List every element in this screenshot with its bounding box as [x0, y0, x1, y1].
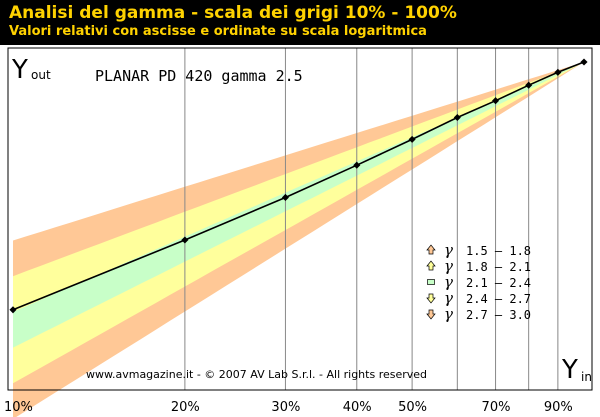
gamma-band-1 — [13, 62, 584, 384]
x-tick-labels: 10% 20% 30% 40% 50% 70% 90% — [4, 400, 573, 415]
data-point — [525, 81, 533, 89]
x-tick-label: 70% — [482, 400, 511, 415]
legend-item: γ 1.5 – 1.8 — [426, 241, 531, 259]
arrow-up-icon — [426, 244, 436, 255]
data-point — [281, 193, 289, 202]
x-axis-label-sub: in — [581, 370, 592, 384]
legend-item: γ 2.1 – 2.4 — [427, 273, 531, 291]
gamma-bands — [13, 62, 584, 417]
data-point — [492, 97, 500, 105]
legend-gamma-symbol: γ — [444, 241, 453, 259]
legend-gamma-symbol: γ — [444, 289, 453, 307]
legend-item: γ 1.8 – 2.1 — [426, 257, 531, 275]
data-point — [408, 135, 416, 143]
grid-lines — [184, 48, 559, 390]
header-bar: Analisi del gamma - scala dei grigi 10% … — [0, 0, 600, 45]
data-point — [353, 161, 361, 169]
x-tick-label: 10% — [4, 400, 33, 415]
chart-title: Analisi del gamma - scala dei grigi 10% … — [9, 3, 457, 23]
x-tick-label: 20% — [171, 400, 200, 415]
data-point — [453, 113, 461, 122]
x-tick-label: 90% — [544, 400, 573, 415]
gamma-band-2 — [13, 62, 584, 348]
arrow-up-icon — [426, 260, 436, 271]
data-point — [9, 306, 17, 314]
legend-item: γ 2.4 – 2.7 — [426, 289, 531, 307]
legend-label: 1.5 – 1.8 — [466, 244, 531, 258]
legend: γ 1.5 – 1.8 γ 1.8 – 2.1 γ 2.1 – 2.4 γ 2.4 – 2.7… — [426, 241, 531, 323]
x-axis-label-main: Y — [561, 355, 578, 385]
data-point — [181, 236, 189, 244]
chart-subtitle: Valori relativi con ascisse e ordinate s… — [9, 24, 427, 39]
legend-label: 1.8 – 2.1 — [466, 260, 531, 274]
copyright-text: www.avmagazine.it - © 2007 AV Lab S.r.l.… — [86, 368, 427, 381]
plot-frame — [7, 47, 593, 391]
arrow-down-icon — [426, 293, 436, 304]
legend-gamma-symbol: γ — [444, 257, 453, 275]
x-tick-label: 30% — [271, 400, 300, 415]
square-icon — [427, 279, 435, 285]
data-point — [580, 58, 588, 66]
legend-gamma-symbol: γ — [444, 305, 453, 323]
series-line — [12, 61, 585, 311]
x-tick-label: 40% — [343, 400, 372, 415]
legend-label: 2.7 – 3.0 — [466, 308, 531, 322]
legend-gamma-symbol: γ — [444, 273, 453, 291]
y-axis-label: Y out — [11, 55, 51, 85]
x-axis-label: Y in — [561, 355, 592, 385]
y-axis-label-sub: out — [31, 68, 51, 82]
arrow-down-icon — [426, 309, 436, 320]
y-axis-label-main: Y — [11, 55, 28, 85]
data-point — [554, 68, 562, 76]
legend-label: 2.4 – 2.7 — [466, 292, 531, 306]
gamma-band-0 — [13, 62, 584, 417]
x-tick-label: 50% — [398, 400, 427, 415]
measured-curve — [9, 58, 588, 314]
display-model-label: PLANAR PD 420 gamma 2.5 — [95, 67, 303, 85]
legend-item: γ 2.7 – 3.0 — [426, 305, 531, 323]
legend-label: 2.1 – 2.4 — [466, 276, 531, 290]
